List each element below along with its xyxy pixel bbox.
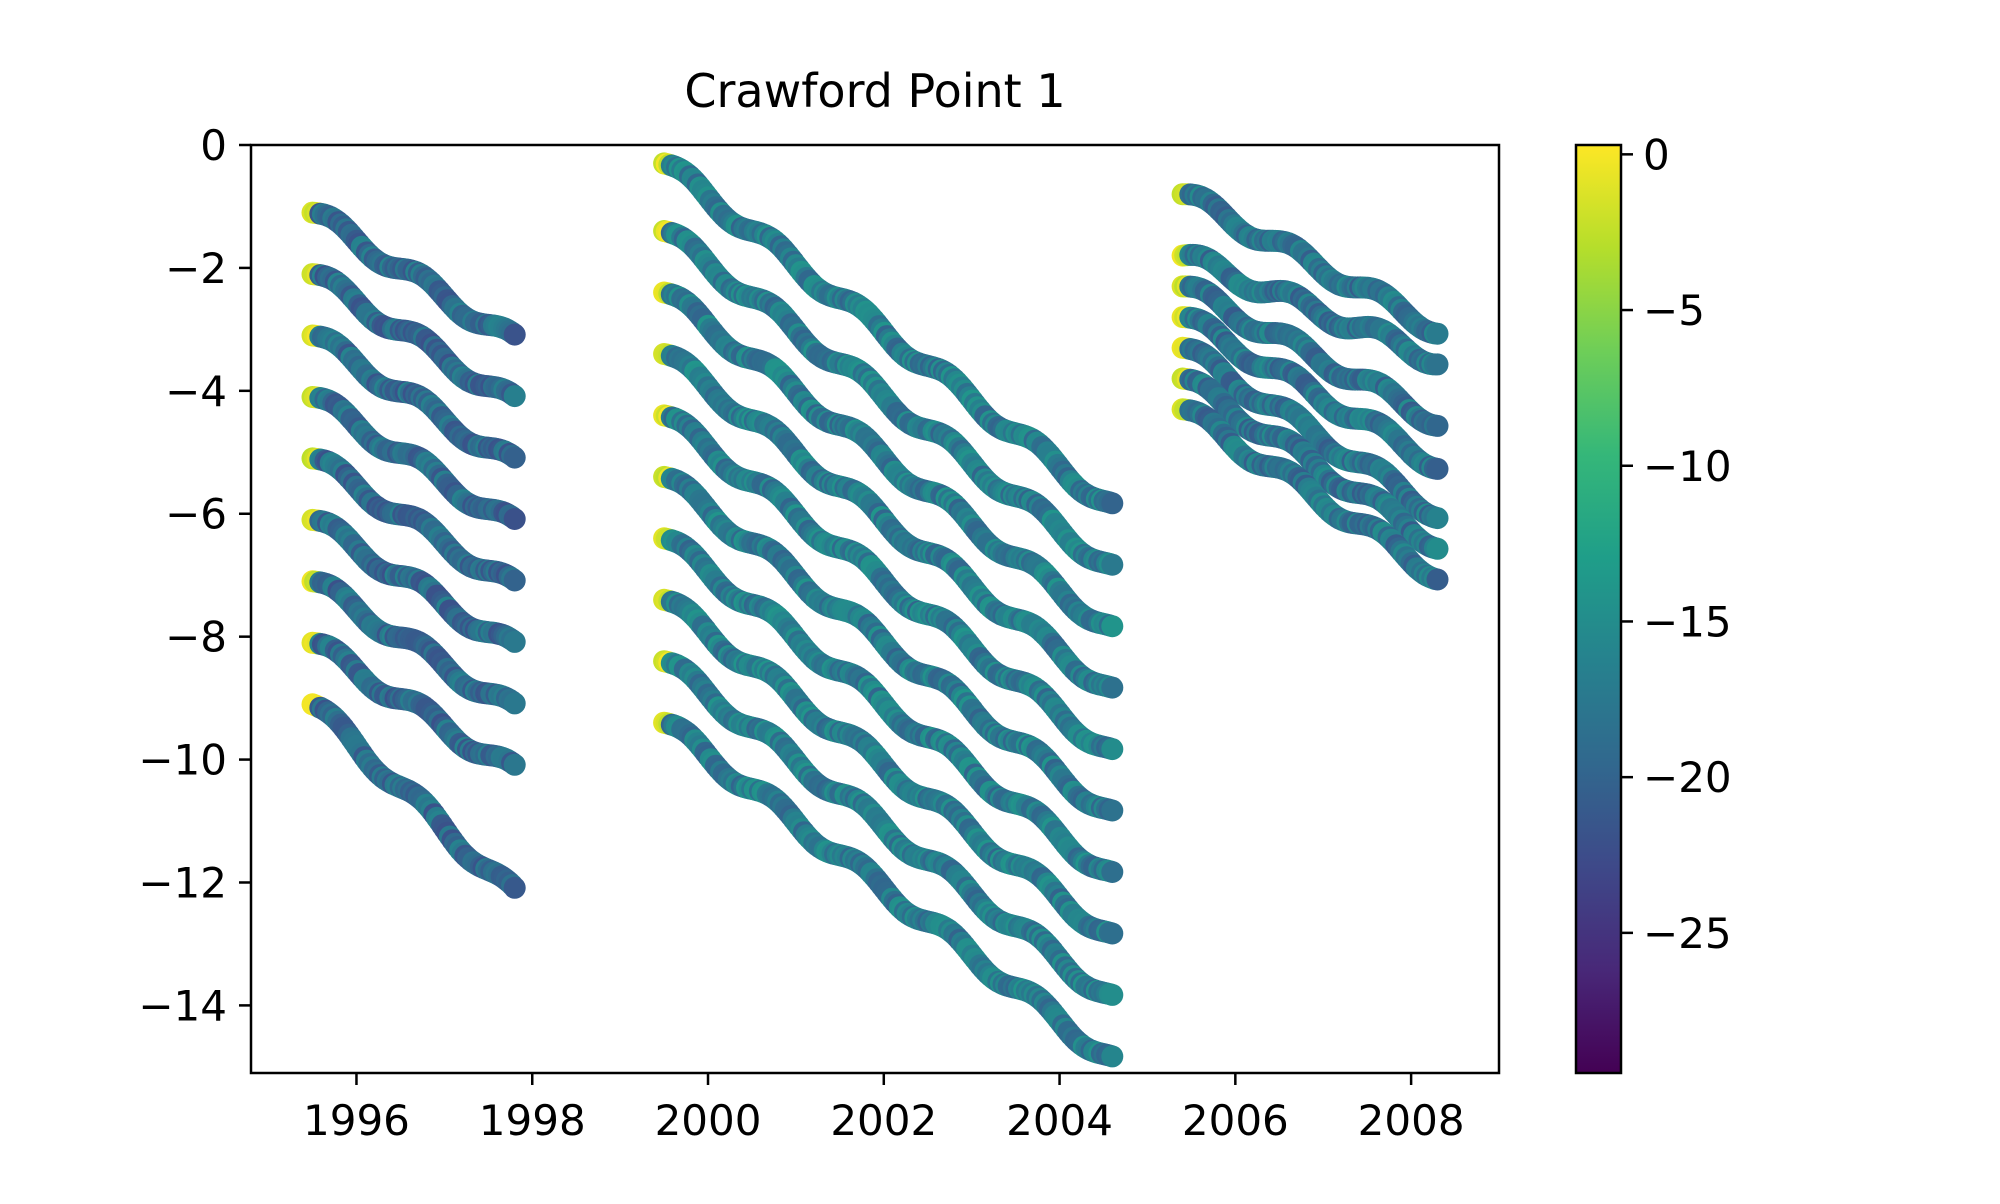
data-point xyxy=(503,446,526,469)
data-point xyxy=(503,692,526,715)
data-point xyxy=(1101,738,1124,761)
x-tick-label: 2006 xyxy=(1182,1096,1289,1145)
x-tick-label: 2008 xyxy=(1358,1096,1465,1145)
x-tick-label: 2004 xyxy=(1006,1096,1113,1145)
data-point xyxy=(1101,983,1124,1006)
data-point xyxy=(1101,492,1124,515)
y-tick-label: −8 xyxy=(165,613,227,662)
data-point xyxy=(1101,799,1124,822)
data-point xyxy=(1426,457,1449,480)
data-point xyxy=(503,630,526,653)
y-tick-label: −14 xyxy=(138,981,227,1030)
data-point xyxy=(503,753,526,776)
y-tick-label: −10 xyxy=(138,736,227,785)
data-point xyxy=(1101,615,1124,638)
data-point xyxy=(1101,1045,1124,1068)
x-axis: 1996 1998 2000 2002 2004 2006 2008 xyxy=(303,1073,1465,1145)
data-point xyxy=(1426,353,1449,376)
scatter-points xyxy=(301,152,1449,1068)
colorbar-tick-label: −10 xyxy=(1643,442,1732,491)
data-point xyxy=(1101,676,1124,699)
y-tick-label: −4 xyxy=(165,367,227,416)
data-point xyxy=(1426,537,1449,560)
colorbar-tick-label: −5 xyxy=(1643,286,1705,335)
y-tick-label: −6 xyxy=(165,490,227,539)
data-point xyxy=(503,323,526,346)
plot-frame xyxy=(249,143,1501,1075)
data-point xyxy=(1426,414,1449,437)
data-point xyxy=(503,876,526,899)
colorbar xyxy=(1574,143,1623,1075)
data-point xyxy=(503,569,526,592)
data-point xyxy=(1101,861,1124,883)
colorbar-axis: 0 −5 −10 −15 −20 −25 xyxy=(1621,130,1732,958)
x-tick-label: 2002 xyxy=(830,1096,937,1145)
data-point xyxy=(1101,922,1124,945)
data-point xyxy=(503,508,526,530)
x-tick-label: 2000 xyxy=(655,1096,762,1145)
colorbar-tick-label: 0 xyxy=(1643,130,1670,179)
data-point xyxy=(503,385,526,408)
x-tick-label: 1998 xyxy=(479,1096,586,1145)
chart-title: Crawford Point 1 xyxy=(684,64,1065,118)
y-tick-label: 0 xyxy=(200,121,227,170)
data-point xyxy=(1101,553,1124,576)
data-point xyxy=(1426,322,1449,345)
colorbar-tick-label: −25 xyxy=(1643,909,1732,958)
data-point xyxy=(1426,568,1449,591)
y-tick-label: −12 xyxy=(138,858,227,907)
colorbar-tick-label: −20 xyxy=(1643,753,1732,802)
x-tick-label: 1996 xyxy=(303,1096,410,1145)
data-point xyxy=(1426,507,1449,530)
y-axis: 0 −2 −4 −6 −8 −10 −12 −14 xyxy=(138,121,251,1030)
y-tick-label: −2 xyxy=(165,244,227,293)
colorbar-tick-label: −15 xyxy=(1643,597,1732,646)
